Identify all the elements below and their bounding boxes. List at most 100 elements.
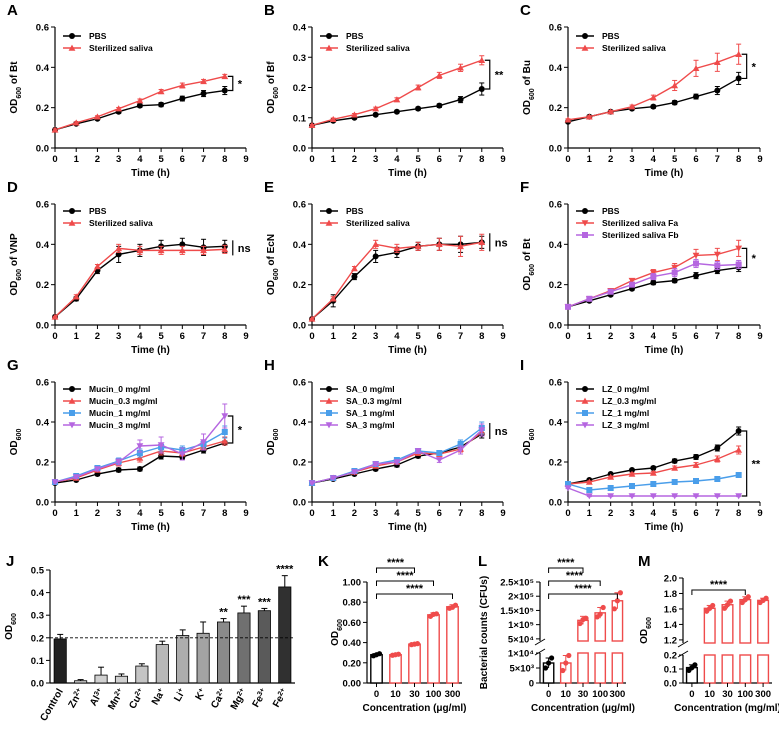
series-line	[54, 89, 225, 131]
x-tick-label: 3	[373, 331, 378, 342]
panel-label: L	[478, 553, 487, 570]
data-point	[735, 50, 743, 57]
panel-label: H	[264, 357, 275, 374]
y-tick-label: 0.0	[549, 144, 562, 155]
y-tick-label: 0.0	[549, 321, 562, 332]
panel-label: D	[7, 179, 18, 196]
x-axis-label: Time (h)	[388, 522, 427, 533]
data-point	[51, 313, 59, 320]
panel-label: K	[318, 553, 329, 570]
data-point	[221, 437, 229, 444]
y-tick-label: 0.4	[31, 588, 45, 599]
x-tick-label: 2	[608, 331, 613, 342]
panel-h: H 0.0 0.2 0.4 0.6 0 1 2 3 4 5 6 7 8 9 Time (h) OD600 SA_0…	[264, 357, 508, 533]
y-tick-label: 0.3	[293, 53, 306, 64]
y-tick-label: 0.0	[549, 498, 562, 509]
bar-group	[757, 595, 770, 684]
y-tick-label: 0.0	[293, 498, 306, 509]
y-tick-label: 0.80	[343, 598, 362, 609]
x-tick-label: 8	[736, 154, 741, 165]
bar-group	[611, 590, 624, 684]
bar	[114, 675, 128, 684]
y-tick-label: 0.20	[343, 658, 362, 669]
replicate-point	[543, 665, 549, 671]
y-tick-label: 0.6	[36, 200, 49, 211]
legend-marker	[326, 208, 332, 214]
significance-label: **	[219, 607, 228, 619]
x-tick-label: 4	[394, 508, 400, 519]
replicate-point	[433, 611, 440, 617]
data-point	[414, 242, 422, 250]
replicate-point	[577, 620, 583, 627]
data-point	[136, 466, 143, 472]
y-tick-label: 0.1	[293, 113, 307, 124]
significance-bracket	[741, 247, 748, 269]
data-point	[72, 293, 80, 300]
legend-label: Mucin_0.3 mg/ml	[89, 396, 158, 406]
y-tick-label: 1.4	[664, 620, 678, 631]
data-point	[650, 273, 657, 280]
legend-marker	[325, 219, 333, 226]
y-tick-label: 1.2	[664, 635, 677, 646]
x-tick-label: 9	[757, 331, 762, 342]
comparison-bracket	[376, 580, 434, 586]
data-point	[329, 115, 337, 122]
x-tick-label: Mg2+	[228, 687, 249, 712]
axis-break-mark	[677, 640, 689, 648]
y-tick-label: 0.0	[31, 679, 44, 690]
series	[52, 85, 228, 133]
data-point	[735, 472, 742, 478]
y-tick-label: 0.0	[293, 144, 306, 155]
y-tick-label: 1.6	[664, 604, 677, 615]
data-point	[714, 476, 721, 482]
x-tick-label: 0	[546, 689, 551, 700]
data-point	[478, 238, 486, 246]
x-tick-label: 7	[201, 508, 206, 519]
panel-label: J	[6, 553, 14, 570]
x-tick-label: 8	[222, 154, 227, 165]
bar	[721, 654, 734, 684]
y-tick-label: 0.4	[293, 23, 307, 34]
y-tick-label: 0.3	[31, 611, 44, 622]
y-tick-label: 0.2	[549, 280, 562, 291]
data-point	[457, 64, 464, 71]
data-point	[221, 87, 228, 94]
x-tick-label: Control	[39, 687, 66, 723]
x-tick-label: 5	[415, 154, 421, 165]
x-tick-label: 7	[458, 331, 463, 342]
x-tick-label: 8	[222, 331, 227, 342]
y-tick-label: 0.1	[664, 665, 678, 676]
panel-label: B	[264, 2, 275, 19]
data-point	[671, 264, 679, 271]
y-tick-label: 2×10⁵	[508, 592, 534, 603]
bar	[74, 680, 88, 684]
data-point	[436, 450, 443, 456]
x-axis-label: Time (h)	[388, 345, 427, 356]
data-point	[586, 487, 593, 493]
bar-group	[739, 594, 752, 684]
legend-label: LZ_1 mg/ml	[602, 408, 649, 418]
x-tick-label: Zn2+	[66, 687, 86, 710]
legend-marker	[69, 208, 75, 214]
y-tick-label: 0.4	[36, 240, 50, 251]
x-axis-label: Time (h)	[131, 345, 170, 356]
bar-group	[427, 611, 440, 684]
data-point	[629, 467, 635, 473]
y-tick-label: 0.2	[549, 103, 562, 114]
data-point	[136, 450, 143, 456]
bar-group	[370, 651, 383, 684]
comparison-bracket	[548, 567, 584, 573]
x-tick-label: 3	[373, 508, 378, 519]
bar	[237, 612, 251, 684]
data-point	[693, 478, 699, 484]
data-point	[607, 493, 615, 500]
panel-i: I 0.0 0.2 0.4 0.6 0 1 2 3 4 5 6 7 8 9 Time (h) OD600 LZ_0…	[520, 357, 763, 533]
x-axis-label: Time (h)	[131, 522, 170, 533]
x-tick-label: 2	[352, 331, 357, 342]
x-tick-label: 2	[608, 154, 613, 165]
y-tick-label: 0.2	[31, 633, 44, 644]
data-point	[178, 82, 186, 89]
series-line	[567, 430, 740, 485]
significance-bracket	[741, 53, 748, 80]
x-tick-label: 1	[74, 331, 80, 342]
